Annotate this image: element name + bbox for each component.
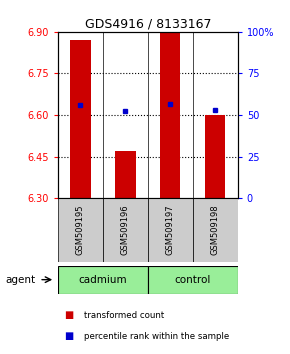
Bar — [58, 266, 148, 294]
Bar — [148, 198, 193, 262]
Bar — [193, 198, 238, 262]
Bar — [148, 266, 238, 294]
Text: cadmium: cadmium — [79, 275, 127, 285]
Text: agent: agent — [6, 275, 36, 285]
Text: control: control — [175, 275, 211, 285]
Text: percentile rank within the sample: percentile rank within the sample — [84, 332, 229, 341]
Bar — [205, 115, 225, 198]
Text: GSM509196: GSM509196 — [121, 205, 130, 256]
Text: GSM509197: GSM509197 — [166, 205, 175, 256]
Bar — [70, 40, 90, 198]
Text: GSM509198: GSM509198 — [211, 205, 220, 256]
Bar — [160, 33, 180, 198]
Text: transformed count: transformed count — [84, 310, 164, 320]
Bar — [103, 198, 148, 262]
Bar — [115, 151, 135, 198]
Text: ■: ■ — [64, 310, 73, 320]
Text: GSM509195: GSM509195 — [76, 205, 85, 255]
Text: ■: ■ — [64, 331, 73, 341]
Bar — [58, 198, 103, 262]
Title: GDS4916 / 8133167: GDS4916 / 8133167 — [85, 18, 211, 31]
